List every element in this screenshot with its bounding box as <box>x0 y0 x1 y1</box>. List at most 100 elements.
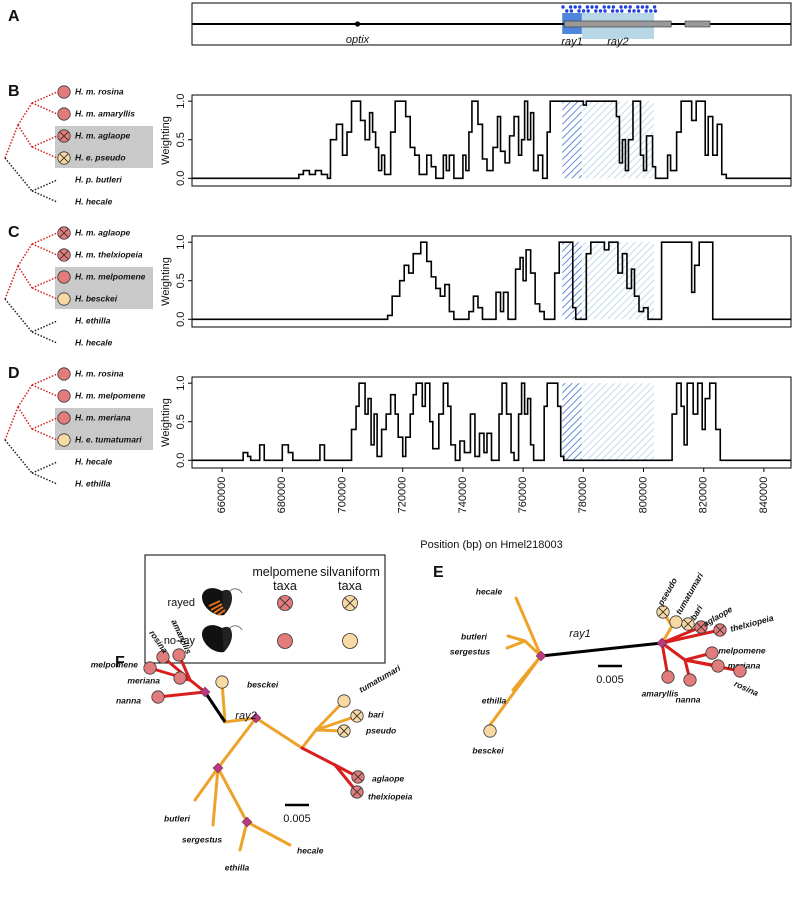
x-tick-label: 720000 <box>397 477 409 514</box>
tip-label: amaryllis <box>642 688 679 698</box>
ray-cross <box>59 131 69 141</box>
y-tick-label: 0.0 <box>175 453 187 468</box>
node-diamond <box>656 637 668 649</box>
tree-branch <box>300 746 337 767</box>
tree-trunk <box>540 641 663 658</box>
taxon-marker <box>57 433 71 447</box>
tree-branch <box>211 766 220 827</box>
taxon-label: H. m. rosina <box>75 86 124 96</box>
x-tick-label: 740000 <box>457 477 469 514</box>
scale-label: 0.005 <box>283 813 311 825</box>
taxon-marker <box>156 650 170 664</box>
snp-dot <box>653 9 658 13</box>
tip-label: thelxiopeia <box>729 613 775 634</box>
tree-branch <box>660 628 722 645</box>
taxon-label: H. m. rosina <box>75 368 124 378</box>
ray-cross <box>696 622 706 632</box>
tree-branch <box>314 699 346 732</box>
highlight-box <box>55 267 153 309</box>
tree-branch <box>193 766 220 802</box>
ray2-hatch <box>582 383 655 461</box>
snp-dot <box>636 9 641 13</box>
ray2-hatch <box>582 101 655 179</box>
taxon-marker <box>57 411 71 425</box>
taxon-label: H. m. melpomene <box>75 271 146 281</box>
tree-branch <box>31 331 58 344</box>
tip-label: nanna <box>116 695 141 705</box>
taxon-marker <box>337 694 351 708</box>
tree-branch <box>488 654 543 727</box>
tip-label: sergestus <box>182 834 222 844</box>
tree-trunk <box>203 691 227 723</box>
tree-branch <box>31 243 58 256</box>
node-diamond <box>241 816 253 828</box>
node-diamond <box>250 712 262 724</box>
snp-dot <box>561 5 565 9</box>
tree-branch <box>254 716 304 750</box>
snp-dot <box>649 9 653 13</box>
y-tick-label: 1.0 <box>175 94 187 109</box>
snp-dot <box>644 9 648 13</box>
x-tick-label: 820000 <box>698 477 710 514</box>
plot-frame <box>191 235 792 328</box>
tip-label: besckei <box>472 745 504 755</box>
gene-model <box>684 20 711 28</box>
x-tick-label: 700000 <box>336 477 348 514</box>
gene-model <box>563 20 672 28</box>
plot-frame <box>191 376 792 469</box>
tree-branch <box>17 384 33 408</box>
taxon-label: H. m. amaryllis <box>75 108 135 118</box>
tree-branch <box>31 146 58 159</box>
tree-branch <box>31 276 58 289</box>
ray-cross <box>59 250 69 260</box>
ray-cross <box>658 607 668 617</box>
ray-cross <box>59 153 69 163</box>
snp-dot <box>615 9 619 13</box>
tip-label: hecale <box>297 845 324 855</box>
taxon-marker <box>483 724 497 738</box>
highlight-box <box>55 408 153 450</box>
node-diamond <box>212 762 224 774</box>
tree-branch <box>17 243 33 267</box>
taxon-marker <box>277 633 293 649</box>
tree-branch <box>4 157 33 192</box>
tip-label: bari <box>368 709 384 719</box>
gene-label: optix <box>346 34 370 46</box>
tip-label: tumatumari <box>357 663 403 695</box>
taxon-marker <box>733 664 747 678</box>
ray-cross <box>353 772 363 782</box>
tip-label: pseudo <box>365 725 396 735</box>
ray-cross <box>339 726 349 736</box>
snp-dot <box>581 9 586 13</box>
snp-dot <box>607 5 611 9</box>
tree-branch <box>31 135 58 148</box>
tip-label: ethilla <box>225 862 250 872</box>
legend-column: melpomene taxa <box>252 565 318 593</box>
snp-dot <box>573 5 577 9</box>
taxon-marker <box>57 389 71 403</box>
tree-branch <box>17 124 33 148</box>
taxon-label: H. m. thelxiopeia <box>75 249 143 259</box>
node-diamond <box>535 650 547 662</box>
x-tick-label: 840000 <box>758 477 770 514</box>
tree-branch <box>506 634 527 643</box>
taxon-label: H. besckei <box>75 293 118 303</box>
taxon-label: H. m. aglaope <box>75 130 131 140</box>
tree-branch <box>223 716 258 724</box>
snp-dot <box>610 9 615 13</box>
y-tick-label: 0.5 <box>175 273 187 288</box>
snp-dot <box>602 5 606 9</box>
tip-label: aglaope <box>372 773 404 783</box>
highlight-box <box>55 126 153 168</box>
y-tick-label: 0.5 <box>175 132 187 147</box>
tip-label: besckei <box>247 679 279 689</box>
tip-label: nanna <box>675 694 700 704</box>
tree-branch <box>314 714 359 732</box>
tree-branch <box>4 124 19 159</box>
tree-branch <box>31 320 58 333</box>
panel-label: B <box>8 83 20 100</box>
legend-box <box>144 554 386 664</box>
tree-branch <box>660 641 687 662</box>
y-tick-label: 1.0 <box>175 235 187 250</box>
